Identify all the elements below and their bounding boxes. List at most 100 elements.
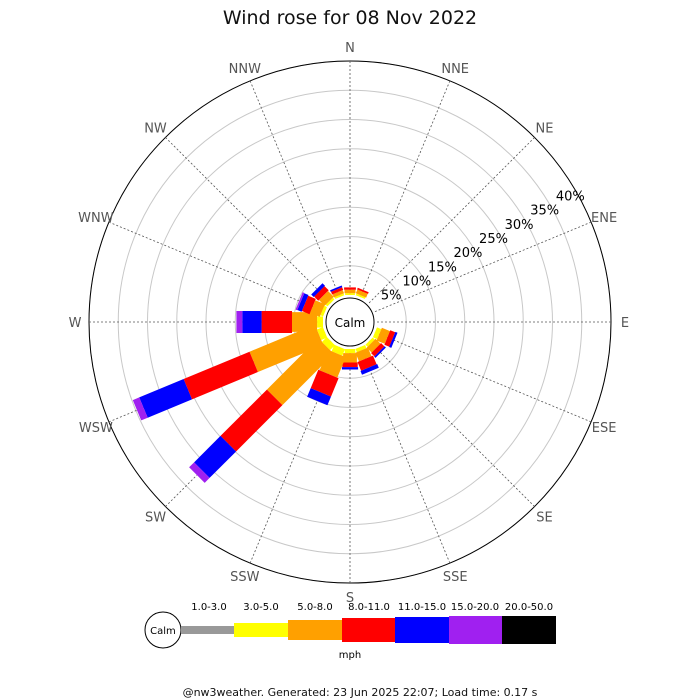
bar-nw-bin-1 [325,297,335,307]
bar-wsw-bin-5 [132,397,148,421]
legend-units: mph [339,650,361,661]
spoke-nw [165,137,332,304]
grid-circle [234,206,466,438]
bar-s-bin-2 [343,353,357,363]
bar-wnw-bin-3 [301,295,316,315]
bar-w-bin-1 [317,316,323,328]
direction-label-n: N [345,41,355,56]
bar-sw-bin-2 [266,338,334,406]
radial-tick-10: 10% [402,275,431,290]
wind-bars [132,283,398,483]
bar-se-bin-1 [365,337,375,347]
legend-bin-label-4: 11.0-15.0 [398,602,446,613]
bar-wsw-bin-1 [316,327,328,340]
direction-label-ssw: SSW [230,570,260,585]
legend-bin-5 [449,616,502,644]
legend-bin-3 [342,618,395,642]
direction-label-w: W [69,316,82,331]
bar-sse-bin-1 [355,345,367,353]
legend-bin-label-1: 3.0-5.0 [243,602,278,613]
legend-calm-label: Calm [150,626,176,637]
bar-ese-bin-1 [372,327,382,340]
bar-nw-bin-2 [319,291,334,306]
direction-label-sse: SSE [443,570,468,585]
legend-bin-label-0: 1.0-3.0 [191,602,226,613]
bar-se-bin-4 [374,346,386,358]
spoke-nne [359,80,451,298]
bar-wnw-bin-2 [310,300,325,317]
calm-label: Calm [335,316,366,330]
bar-sw-bin-3 [220,389,283,452]
chart-title: Wind rose for 08 Nov 2022 [223,7,477,29]
radial-tick-5: 5% [381,289,402,304]
direction-label-nw: NW [144,122,167,137]
bar-se-bin-2 [366,338,381,353]
bar-s-bin-4 [341,367,359,370]
bar-sw-bin-4 [194,435,237,478]
legend-bin-label-2: 5.0-8.0 [297,602,332,613]
bar-w-bin-3 [261,311,292,333]
spoke-ese [374,331,592,423]
radial-tick-40: 40% [556,190,585,205]
bar-ese-bin-2 [376,327,390,344]
bar-wsw-bin-2 [249,324,324,372]
bar-nw-bin-4 [311,283,325,297]
calm-center: Calm [325,297,375,347]
legend-bin-6 [502,616,556,644]
direction-label-s: S [346,591,354,606]
bar-wnw-bin-1 [320,305,327,317]
bar-ssw-bin-3 [310,369,339,397]
spoke-sse [359,346,451,564]
radial-tick-25: 25% [479,232,508,247]
grid-circle [147,119,553,525]
spoke-wnw [108,221,326,313]
direction-label-ne: NE [536,122,554,137]
direction-label-ese: ESE [592,421,617,436]
bar-nne-bin-1 [355,293,366,299]
bar-wsw-bin-3 [183,351,258,400]
direction-label-sw: SW [145,511,166,526]
direction-label-ene: ENE [591,211,617,226]
radial-tick-30: 30% [505,218,534,233]
bar-wnw-bin-4 [297,293,309,312]
radial-tick-20: 20% [453,246,482,261]
bar-sse-bin-3 [357,355,377,371]
direction-label-nnw: NNW [229,62,261,77]
bar-se-bin-3 [371,343,385,357]
bar-sw-bin-1 [321,337,335,351]
direction-label-nne: NNE [441,62,469,77]
legend-bin-2 [288,620,342,640]
bar-nnw-bin-4 [330,285,343,292]
bar-n-bin-1 [345,293,355,295]
bar-w-bin-4 [242,311,262,333]
bar-nnw-bin-1 [334,293,345,299]
bar-ssw-bin-4 [307,388,331,406]
bar-nne-bin-2 [355,289,368,298]
bar-wnw-bin-5 [295,292,305,311]
direction-label-wnw: WNW [78,211,114,226]
radial-tick-labels: 5%10%15%20%25%30%35%40% [381,190,585,304]
direction-label-se: SE [536,511,552,526]
bar-ssw-bin-1 [331,344,345,356]
calm-circle [325,297,375,347]
bar-s-bin-3 [342,362,358,368]
legend-bin-label-3: 8.0-11.0 [348,602,390,613]
bar-w-bin-2 [292,312,318,332]
bar-nne-bin-3 [357,287,369,294]
radial-tick-15: 15% [428,260,457,275]
spoke-nnw [249,80,341,298]
direction-labels: N NNE NE ENE E ESE SE SSE S SSW SW WSW W WNW NW NNW [69,41,630,606]
direction-label-e: E [621,316,629,331]
spoke-ssw [249,346,341,564]
bar-nnw-bin-3 [331,287,344,295]
polar-grid [88,60,612,584]
legend-bin-label-6: 20.0-50.0 [505,602,553,613]
bar-ese-bin-4 [389,331,398,348]
footer-text: @nw3weather. Generated: 23 Jun 2025 22:0… [183,686,538,699]
bar-wsw-bin-4 [139,379,192,418]
bar-sw-bin-5 [189,462,210,483]
speed-legend: Calm 1.0-3.0 3.0-5.0 5.0-8.0 8.0-11.0 11.0-15… [144,602,556,661]
grid-circle [176,148,524,496]
bar-sse-bin-4 [360,364,379,375]
